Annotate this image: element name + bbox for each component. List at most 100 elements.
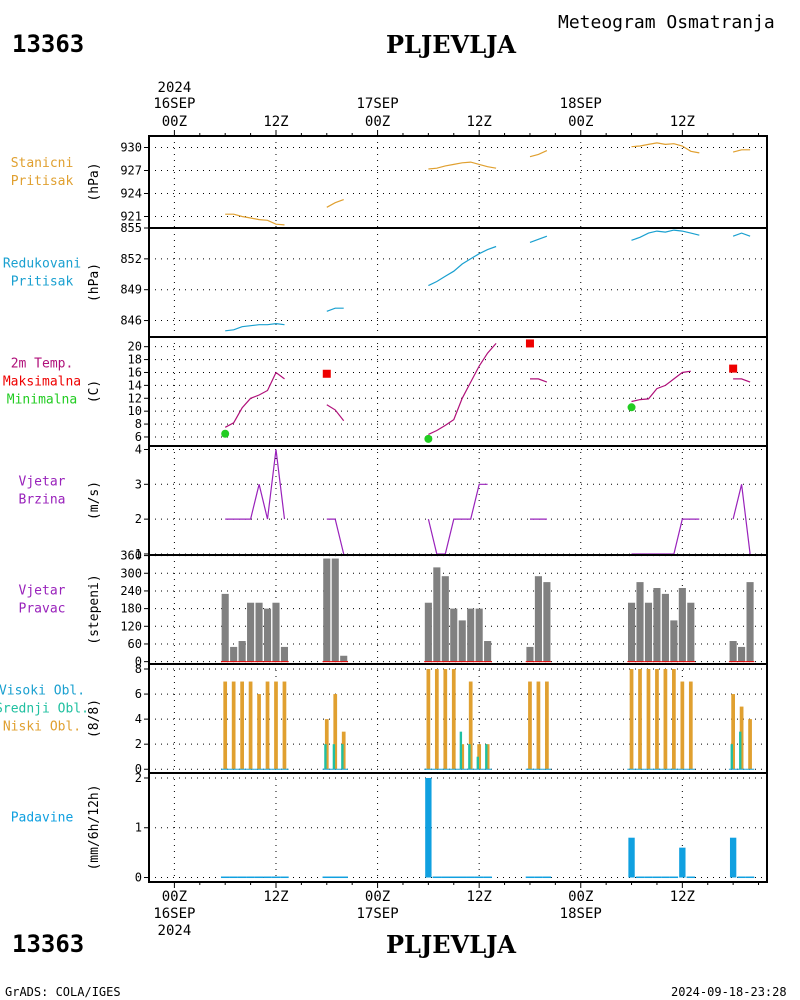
precip-bar	[246, 876, 255, 879]
y-tick-label: 2	[135, 512, 142, 526]
series-line	[732, 484, 751, 555]
tmin-marker	[627, 403, 636, 412]
top-year-label: 2024	[158, 80, 192, 96]
precip-bar	[669, 876, 679, 879]
y-tick-label: 14	[128, 378, 142, 392]
y-tick-label: 60	[128, 637, 142, 651]
y-tick-label: 180	[120, 602, 142, 616]
y-tick-label: 6	[135, 687, 142, 701]
credit-text: GrADS: COLA/IGES	[5, 985, 121, 999]
precip-bar	[525, 876, 535, 879]
y-axis-label: (C)	[87, 380, 102, 403]
y-tick-label: 120	[120, 619, 142, 633]
mid-cloud-bar	[476, 756, 479, 770]
y-tick-label: 855	[120, 221, 142, 235]
low-cloud-bar	[477, 744, 482, 770]
low-cloud-bar	[468, 681, 473, 770]
bottom-hour-label: 12Z	[670, 889, 695, 905]
precip-bar	[737, 876, 746, 879]
series-line	[733, 378, 751, 383]
y-axis-label: (hPa)	[87, 162, 102, 201]
precip-bar	[686, 876, 696, 879]
series-line	[732, 149, 751, 153]
bottom-date-label: 17SEP	[356, 906, 398, 922]
panel-label: Vjetar	[19, 584, 66, 599]
top-hour-label: 12Z	[670, 114, 695, 130]
wind-direction-bar	[475, 608, 483, 662]
low-cloud-bar	[443, 669, 448, 770]
precip-bar	[644, 876, 653, 879]
mid-cloud-bar	[332, 744, 336, 770]
panel-label: Minimalna	[7, 393, 77, 408]
precip-bar	[679, 847, 686, 878]
mid-cloud-bar	[468, 744, 471, 770]
mid-cloud-bar	[459, 731, 463, 770]
precip-bar	[652, 876, 662, 879]
series-line	[631, 370, 691, 403]
low-cloud-bar	[274, 681, 278, 770]
wind-direction-bar	[450, 608, 458, 662]
series-line	[428, 161, 497, 170]
y-tick-label: 16	[128, 365, 142, 379]
wind-direction-bar	[670, 620, 678, 662]
series-line	[326, 518, 345, 555]
y-axis-label: (hPa)	[87, 263, 102, 302]
panel-label: Padavine	[11, 811, 74, 826]
top-hour-label: 00Z	[568, 114, 593, 130]
station-name-top: PLJEVLJA	[386, 30, 517, 59]
bottom-hour-label: 12Z	[263, 889, 288, 905]
series-line	[428, 343, 497, 435]
y-tick-label: 1	[135, 821, 142, 835]
panel-label: 2m Temp.	[11, 357, 74, 372]
y-tick-label: 1	[135, 547, 142, 561]
top-date-label: 17SEP	[356, 96, 398, 112]
series-line	[224, 371, 285, 428]
top-date-label: 16SEP	[153, 96, 195, 112]
panel-label: Niski Obl.	[3, 720, 81, 735]
bottom-date-label: 18SEP	[560, 906, 602, 922]
mid-cloud-bar	[730, 744, 733, 770]
top-date-label: 18SEP	[560, 96, 602, 112]
wind-direction-bar	[255, 602, 263, 662]
precip-bar	[458, 876, 467, 879]
wind-direction-bar	[746, 582, 754, 662]
y-tick-label: 2	[135, 737, 142, 751]
panel-label: Stanicni	[11, 156, 74, 171]
y-tick-label: 924	[120, 187, 142, 201]
wind-direction-bar	[433, 567, 441, 662]
precip-bar	[483, 876, 492, 879]
precip-bar	[220, 876, 230, 879]
series-line	[225, 322, 285, 332]
wind-direction-bar	[534, 576, 542, 662]
precip-bar	[425, 777, 432, 878]
y-tick-label: 8	[135, 417, 142, 431]
bottom-hour-label: 12Z	[467, 889, 492, 905]
low-cloud-bar	[223, 681, 228, 770]
y-axis-label: (m/s)	[87, 481, 102, 520]
low-cloud-bar	[536, 681, 541, 770]
bottom-date-label: 16SEP	[153, 906, 195, 922]
y-tick-label: 3	[135, 477, 142, 491]
low-cloud-bar	[451, 669, 456, 770]
y-tick-label: 927	[120, 164, 142, 178]
y-tick-label: 300	[120, 566, 142, 580]
panel-label: Redukovani	[3, 257, 81, 272]
y-tick-label: 10	[128, 404, 142, 418]
wind-direction-bar	[543, 582, 551, 662]
series-line	[326, 404, 345, 422]
wind-direction-bar	[484, 641, 492, 662]
wind-direction-bar	[653, 587, 661, 662]
precip-bar	[339, 876, 348, 879]
precip-bar	[322, 876, 332, 879]
wind-direction-bar	[272, 602, 280, 662]
bottom-hour-label: 00Z	[365, 889, 390, 905]
wind-direction-bar	[687, 602, 695, 662]
precip-bar	[254, 876, 264, 879]
panel-label: Brzina	[19, 493, 66, 508]
wind-direction-bar	[627, 602, 636, 662]
bottom-hour-label: 00Z	[568, 889, 593, 905]
tmax-marker	[525, 339, 534, 348]
precip-bar	[263, 876, 272, 879]
precip-bar	[474, 876, 484, 879]
bottom-year-label: 2024	[158, 923, 192, 939]
